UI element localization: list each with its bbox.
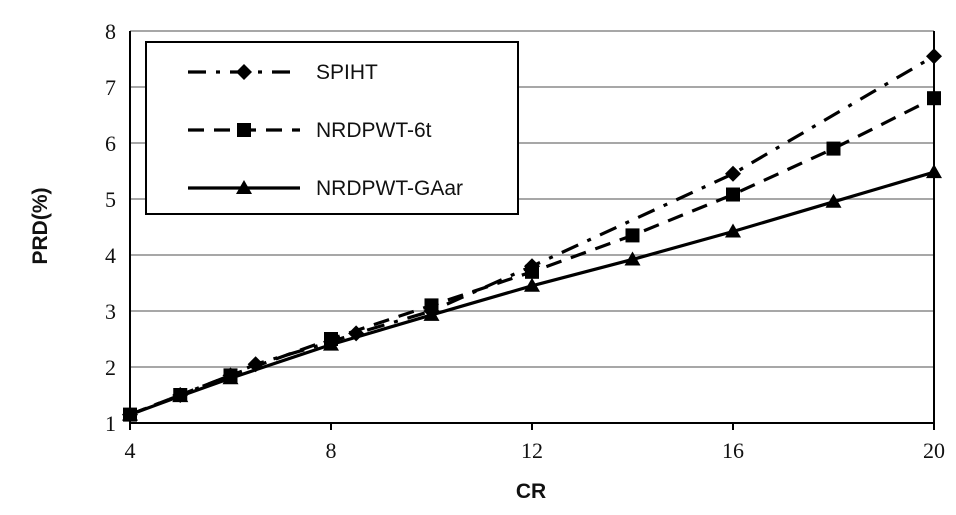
y-tick-label: 8: [105, 19, 116, 44]
x-tick-label: 8: [326, 438, 337, 463]
data-point-nrdpwt-gaar: [624, 251, 641, 266]
x-tick-label: 16: [722, 438, 744, 463]
y-tick-label: 1: [105, 411, 116, 436]
legend-marker-nrdpwt-gaar: [236, 180, 252, 194]
legend-marker-nrdpwt-6t: [237, 123, 251, 137]
data-point-spiht: [725, 165, 741, 182]
data-point-nrdpwt-6t: [927, 91, 941, 106]
x-tick-label: 4: [125, 438, 136, 463]
series-layer: [122, 48, 942, 423]
y-tick-label: 3: [105, 299, 116, 324]
data-point-nrdpwt-gaar: [122, 406, 138, 421]
data-point-nrdpwt-gaar: [524, 277, 540, 292]
data-point-nrdpwt-gaar: [222, 370, 239, 385]
y-tick-label: 5: [105, 187, 116, 212]
series-line-spiht: [129, 54, 935, 417]
data-point-nrdpwt-6t: [424, 298, 439, 313]
x-tick-label: 20: [923, 438, 945, 463]
x-tick-labels: 4 8 12 16 20: [125, 438, 946, 463]
data-point-nrdpwt-6t: [826, 141, 841, 156]
legend: SPIHT NRDPWT-6t NRDPWT-GAar: [145, 41, 519, 215]
legend-box: [145, 41, 519, 215]
series-line-nrdpwt-gaar: [129, 170, 935, 417]
legend-marker-spiht: [236, 64, 252, 80]
y-tick-label: 6: [105, 131, 116, 156]
data-point-nrdpwt-gaar: [172, 388, 189, 403]
series-nrdpwt-gaar: [122, 164, 942, 421]
legend-label-spiht: SPIHT: [316, 61, 378, 84]
data-point-nrdpwt-gaar: [825, 193, 842, 208]
data-point-nrdpwt-6t: [726, 187, 740, 202]
data-point-nrdpwt-6t: [525, 264, 539, 279]
legend-label-nrdpwt-gaar: NRDPWT-GAar: [316, 177, 463, 200]
y-tick-labels: 1 2 3 4 5 6 7 8: [105, 19, 116, 436]
series-line-nrdpwt-6t: [129, 96, 935, 417]
data-point-nrdpwt-6t: [625, 228, 640, 243]
legend-item-spiht: SPIHT: [188, 61, 378, 84]
data-point-nrdpwt-gaar: [323, 336, 339, 351]
data-point-nrdpwt-gaar: [725, 223, 741, 238]
data-point-nrdpwt-gaar: [423, 306, 440, 321]
x-axis-title: CR: [516, 480, 546, 503]
y-axis-title: PRD(%): [29, 188, 52, 265]
legend-item-nrdpwt-gaar: NRDPWT-GAar: [188, 177, 463, 200]
y-tick-label: 4: [105, 243, 116, 268]
y-tick-label: 7: [105, 75, 116, 100]
y-tick-label: 2: [105, 355, 116, 380]
x-tick-label: 12: [521, 438, 543, 463]
data-point-spiht: [926, 48, 942, 65]
legend-item-nrdpwt-6t: NRDPWT-6t: [188, 119, 432, 142]
legend-label-nrdpwt-6t: NRDPWT-6t: [316, 119, 432, 142]
data-point-nrdpwt-gaar: [926, 164, 942, 179]
